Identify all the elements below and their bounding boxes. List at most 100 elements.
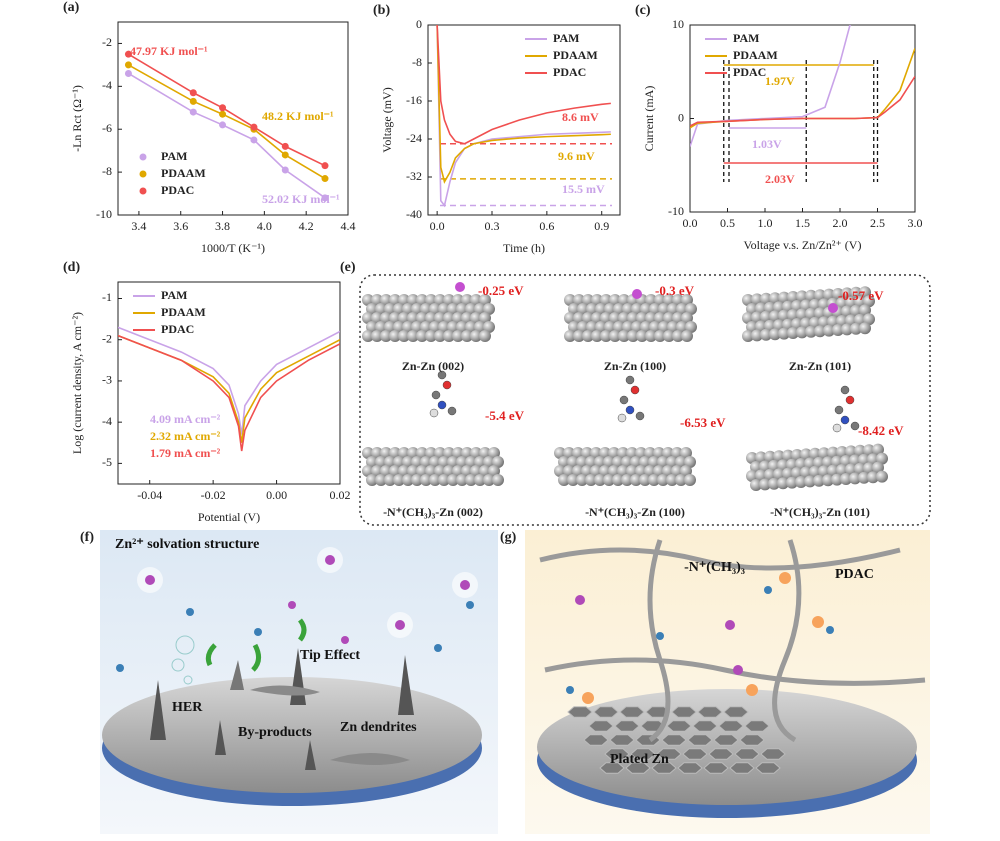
- plated-zn: [567, 706, 786, 774]
- hexagon: [656, 748, 682, 760]
- annotation: 47.97 KJ mol⁻¹: [130, 44, 208, 58]
- zn-atom: [608, 447, 620, 459]
- zn-atom: [564, 294, 576, 306]
- zn-atom: [782, 467, 794, 480]
- point: [321, 175, 329, 183]
- zn-atom: [384, 303, 396, 315]
- zn-atom: [804, 475, 816, 488]
- zn-atom: [760, 292, 772, 305]
- zn-atom: [818, 465, 830, 478]
- hexagon: [583, 734, 609, 746]
- zn-atom: [832, 324, 844, 336]
- zn-atom: [681, 312, 693, 324]
- zn-atom: [594, 474, 606, 486]
- annotation: 2.32 mA cm⁻²: [150, 429, 221, 443]
- zn-atom: [429, 474, 441, 486]
- zn-atom: [474, 303, 486, 315]
- y-axis-label: Voltage (mV): [380, 87, 394, 152]
- zn-atom: [402, 474, 414, 486]
- dendrite: [215, 720, 226, 755]
- zn-atom: [577, 303, 589, 315]
- plot-frame: [427, 24, 621, 216]
- y-tick-label: -8: [412, 55, 422, 69]
- zn-atom: [618, 294, 630, 306]
- zn-atom: [841, 305, 853, 318]
- zn-atom: [666, 456, 678, 468]
- legend-label: PDAAM: [161, 305, 206, 319]
- zn-atom: [479, 447, 491, 459]
- zn-atom: [827, 446, 839, 459]
- hexagon: [671, 706, 697, 718]
- molecule-atom: [625, 405, 635, 415]
- by-product: [250, 685, 410, 765]
- zn-atom: [681, 294, 693, 306]
- zn-atom: [840, 473, 852, 485]
- zn-atom: [411, 321, 423, 333]
- zn-atom: [447, 303, 459, 315]
- panel-title: Zn²⁺ solvation structure: [115, 537, 259, 552]
- zn-atom: [778, 309, 790, 322]
- zn-atom: [768, 477, 780, 490]
- zn-atom: [648, 474, 660, 486]
- zn-atom: [375, 303, 387, 315]
- zn-atom: [872, 443, 884, 456]
- zn-atom: [640, 303, 652, 315]
- panel-label: (d): [63, 260, 80, 275]
- zn-atom: [398, 465, 410, 477]
- zn-atom: [483, 303, 495, 315]
- hexagon: [718, 720, 744, 732]
- x-tick-label: 3.8: [215, 219, 230, 233]
- zn-atom: [434, 330, 446, 342]
- zn-atom: [474, 456, 486, 468]
- zn-atom: [618, 312, 630, 324]
- hexagon: [755, 762, 781, 774]
- y-tick-label: 0: [678, 110, 684, 124]
- zn-atom: [742, 330, 754, 342]
- zn-atom: [567, 474, 579, 486]
- annotation: 4.09 mA cm⁻²: [150, 412, 221, 426]
- y-axis-label: Log (current density, A cm⁻²): [70, 312, 84, 454]
- zn-atom: [434, 294, 446, 306]
- series-line: [128, 64, 326, 180]
- zn-atom: [613, 321, 625, 333]
- zn-atom: [818, 447, 830, 460]
- zn-atom: [483, 456, 495, 468]
- zn-atom: [456, 474, 468, 486]
- point: [219, 104, 227, 112]
- zn-atom: [393, 474, 405, 486]
- zn-atom: [389, 312, 401, 324]
- hexagon: [625, 762, 651, 774]
- x-tick-label: 4.0: [257, 219, 272, 233]
- y-tick-label: -5: [102, 455, 112, 469]
- zn-atom: [420, 474, 432, 486]
- y-tick-label: -24: [406, 131, 422, 145]
- y-tick-label: -10: [96, 207, 112, 221]
- series-line: [118, 334, 340, 452]
- annotation: 52.02 KJ mol⁻¹: [262, 192, 340, 206]
- zn-atom: [759, 478, 771, 491]
- zn-atom: [609, 330, 621, 342]
- zn-atom: [796, 308, 808, 321]
- zn-atom: [863, 444, 875, 457]
- zn-atom: [760, 328, 772, 341]
- zn-atom: [434, 312, 446, 324]
- dendrite: [398, 655, 414, 715]
- zn-atom: [438, 456, 450, 468]
- zn-atom: [366, 303, 378, 315]
- zn-atom: [456, 456, 468, 468]
- series-line: [690, 75, 915, 127]
- zn-atom: [751, 329, 763, 342]
- series-line: [436, 25, 611, 184]
- zn-atom: [585, 456, 597, 468]
- x-tick-label: 0.02: [330, 488, 351, 502]
- zn-atom: [827, 464, 839, 477]
- zn-atom: [479, 312, 491, 324]
- series-line: [128, 53, 326, 167]
- zn-atom: [813, 474, 825, 487]
- molecule-atom: [832, 423, 842, 433]
- zn-atom: [760, 310, 772, 323]
- zn-atom: [778, 327, 790, 340]
- y-tick-label: 10: [672, 17, 684, 31]
- molecule-atom: [834, 405, 844, 415]
- zn-atom: [398, 330, 410, 342]
